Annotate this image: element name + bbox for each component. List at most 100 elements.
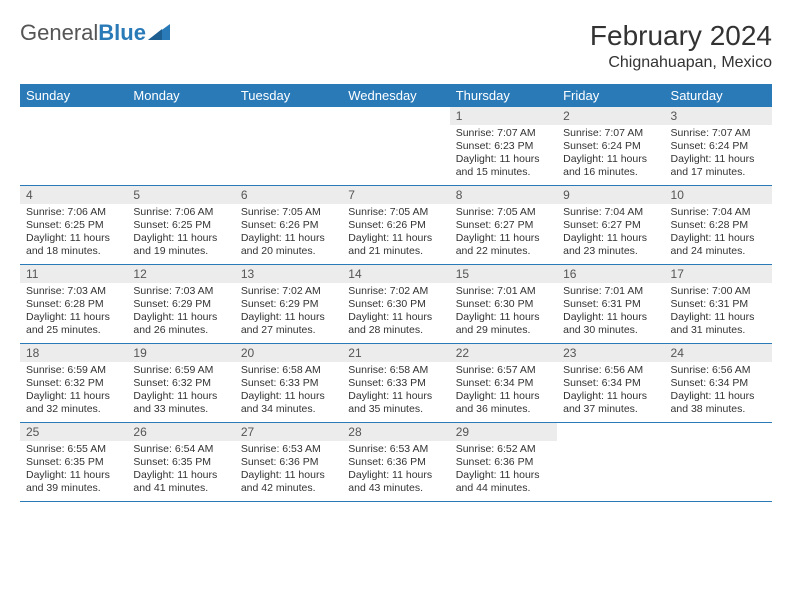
daylight-text: Daylight: 11 hours and 17 minutes. [671, 153, 766, 179]
header: GeneralBlue February 2024 Chignahuapan, … [20, 20, 772, 72]
calendar-cell: 20Sunrise: 6:58 AMSunset: 6:33 PMDayligh… [235, 344, 342, 423]
day-body [127, 125, 234, 131]
day-number: 20 [235, 344, 342, 362]
weekday-header: Friday [557, 84, 664, 107]
sunrise-text: Sunrise: 7:07 AM [671, 127, 766, 140]
day-body: Sunrise: 7:04 AMSunset: 6:27 PMDaylight:… [557, 204, 664, 263]
day-body: Sunrise: 6:53 AMSunset: 6:36 PMDaylight:… [235, 441, 342, 500]
sunset-text: Sunset: 6:24 PM [563, 140, 658, 153]
sunrise-text: Sunrise: 6:53 AM [241, 443, 336, 456]
calendar-cell: 10Sunrise: 7:04 AMSunset: 6:28 PMDayligh… [665, 186, 772, 265]
day-body [342, 125, 449, 131]
daylight-text: Daylight: 11 hours and 15 minutes. [456, 153, 551, 179]
sunset-text: Sunset: 6:34 PM [563, 377, 658, 390]
sunrise-text: Sunrise: 7:06 AM [26, 206, 121, 219]
sunrise-text: Sunrise: 6:57 AM [456, 364, 551, 377]
calendar-cell: 3 Sunrise: 7:07 AMSunset: 6:24 PMDaylight… [665, 107, 772, 186]
daylight-text: Daylight: 11 hours and 36 minutes. [456, 390, 551, 416]
day-body: Sunrise: 7:04 AMSunset: 6:28 PMDaylight:… [665, 204, 772, 263]
calendar-cell: 13Sunrise: 7:02 AMSunset: 6:29 PMDayligh… [235, 265, 342, 344]
day-number: 3 [665, 107, 772, 125]
calendar-body: 1Sunrise: 7:07 AMSunset: 6:23 PMDaylight… [20, 107, 772, 502]
day-body: Sunrise: 7:06 AMSunset: 6:25 PMDaylight:… [20, 204, 127, 263]
calendar-cell [127, 107, 234, 186]
sunrise-text: Sunrise: 7:04 AM [563, 206, 658, 219]
day-body: Sunrise: 6:52 AMSunset: 6:36 PMDaylight:… [450, 441, 557, 500]
sunrise-text: Sunrise: 7:02 AM [241, 285, 336, 298]
sunrise-text: Sunrise: 6:59 AM [26, 364, 121, 377]
logo-triangle-icon [148, 20, 170, 46]
sunset-text: Sunset: 6:26 PM [348, 219, 443, 232]
sunrise-text: Sunrise: 6:55 AM [26, 443, 121, 456]
sunset-text: Sunset: 6:30 PM [348, 298, 443, 311]
day-number: 28 [342, 423, 449, 441]
day-body: Sunrise: 6:56 AMSunset: 6:34 PMDaylight:… [557, 362, 664, 421]
sunset-text: Sunset: 6:26 PM [241, 219, 336, 232]
sunset-text: Sunset: 6:33 PM [348, 377, 443, 390]
day-number: 21 [342, 344, 449, 362]
sunset-text: Sunset: 6:36 PM [348, 456, 443, 469]
calendar-cell: 8Sunrise: 7:05 AMSunset: 6:27 PMDaylight… [450, 186, 557, 265]
day-body: Sunrise: 7:06 AMSunset: 6:25 PMDaylight:… [127, 204, 234, 263]
day-number [20, 107, 127, 125]
sunset-text: Sunset: 6:27 PM [456, 219, 551, 232]
day-number: 5 [127, 186, 234, 204]
calendar-cell: 29Sunrise: 6:52 AMSunset: 6:36 PMDayligh… [450, 423, 557, 502]
day-number: 18 [20, 344, 127, 362]
daylight-text: Daylight: 11 hours and 37 minutes. [563, 390, 658, 416]
day-body: Sunrise: 7:00 AMSunset: 6:31 PMDaylight:… [665, 283, 772, 342]
daylight-text: Daylight: 11 hours and 31 minutes. [671, 311, 766, 337]
day-number: 15 [450, 265, 557, 283]
calendar-cell: 9Sunrise: 7:04 AMSunset: 6:27 PMDaylight… [557, 186, 664, 265]
weekday-header: Thursday [450, 84, 557, 107]
sunrise-text: Sunrise: 6:56 AM [563, 364, 658, 377]
sunset-text: Sunset: 6:32 PM [133, 377, 228, 390]
daylight-text: Daylight: 11 hours and 29 minutes. [456, 311, 551, 337]
day-number: 9 [557, 186, 664, 204]
calendar-table: Sunday Monday Tuesday Wednesday Thursday… [20, 84, 772, 502]
day-number: 8 [450, 186, 557, 204]
sunset-text: Sunset: 6:31 PM [563, 298, 658, 311]
day-body: Sunrise: 7:01 AMSunset: 6:31 PMDaylight:… [557, 283, 664, 342]
daylight-text: Daylight: 11 hours and 20 minutes. [241, 232, 336, 258]
calendar-cell: 11Sunrise: 7:03 AMSunset: 6:28 PMDayligh… [20, 265, 127, 344]
calendar-cell [342, 107, 449, 186]
sunset-text: Sunset: 6:35 PM [133, 456, 228, 469]
sunrise-text: Sunrise: 7:06 AM [133, 206, 228, 219]
day-number: 4 [20, 186, 127, 204]
calendar-cell: 15Sunrise: 7:01 AMSunset: 6:30 PMDayligh… [450, 265, 557, 344]
daylight-text: Daylight: 11 hours and 38 minutes. [671, 390, 766, 416]
daylight-text: Daylight: 11 hours and 22 minutes. [456, 232, 551, 258]
calendar-cell: 21Sunrise: 6:58 AMSunset: 6:33 PMDayligh… [342, 344, 449, 423]
daylight-text: Daylight: 11 hours and 41 minutes. [133, 469, 228, 495]
sunrise-text: Sunrise: 7:05 AM [241, 206, 336, 219]
day-number [235, 107, 342, 125]
daylight-text: Daylight: 11 hours and 21 minutes. [348, 232, 443, 258]
calendar-cell: 7Sunrise: 7:05 AMSunset: 6:26 PMDaylight… [342, 186, 449, 265]
sunset-text: Sunset: 6:24 PM [671, 140, 766, 153]
calendar-cell: 14Sunrise: 7:02 AMSunset: 6:30 PMDayligh… [342, 265, 449, 344]
daylight-text: Daylight: 11 hours and 35 minutes. [348, 390, 443, 416]
sunset-text: Sunset: 6:36 PM [456, 456, 551, 469]
day-body: Sunrise: 6:53 AMSunset: 6:36 PMDaylight:… [342, 441, 449, 500]
sunset-text: Sunset: 6:34 PM [456, 377, 551, 390]
calendar-cell: 6Sunrise: 7:05 AMSunset: 6:26 PMDaylight… [235, 186, 342, 265]
sunset-text: Sunset: 6:33 PM [241, 377, 336, 390]
weekday-header: Tuesday [235, 84, 342, 107]
day-number: 26 [127, 423, 234, 441]
daylight-text: Daylight: 11 hours and 44 minutes. [456, 469, 551, 495]
logo-text-gray: General [20, 20, 98, 46]
day-body: Sunrise: 7:02 AMSunset: 6:30 PMDaylight:… [342, 283, 449, 342]
calendar-cell: 24Sunrise: 6:56 AMSunset: 6:34 PMDayligh… [665, 344, 772, 423]
sunset-text: Sunset: 6:28 PM [26, 298, 121, 311]
day-body: Sunrise: 7:05 AMSunset: 6:26 PMDaylight:… [342, 204, 449, 263]
day-number: 1 [450, 107, 557, 125]
day-body: Sunrise: 6:59 AMSunset: 6:32 PMDaylight:… [127, 362, 234, 421]
day-number: 23 [557, 344, 664, 362]
calendar-cell: 22Sunrise: 6:57 AMSunset: 6:34 PMDayligh… [450, 344, 557, 423]
sunset-text: Sunset: 6:36 PM [241, 456, 336, 469]
calendar-cell: 2Sunrise: 7:07 AMSunset: 6:24 PMDaylight… [557, 107, 664, 186]
calendar-row: 18Sunrise: 6:59 AMSunset: 6:32 PMDayligh… [20, 344, 772, 423]
daylight-text: Daylight: 11 hours and 33 minutes. [133, 390, 228, 416]
calendar-cell: 18Sunrise: 6:59 AMSunset: 6:32 PMDayligh… [20, 344, 127, 423]
